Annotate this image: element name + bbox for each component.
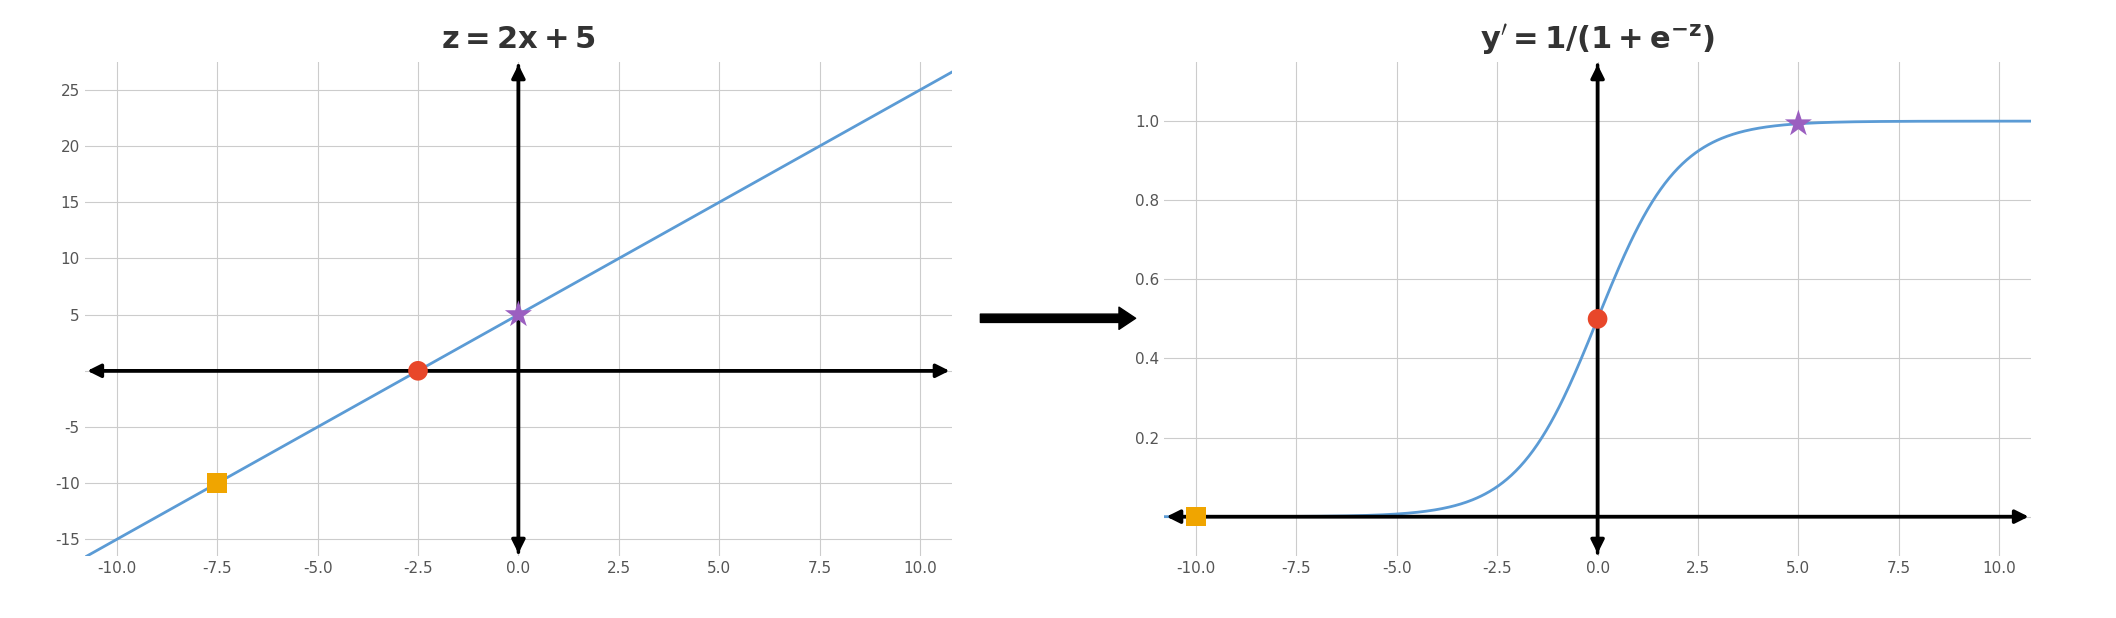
Point	[1581, 314, 1615, 324]
Point	[1782, 119, 1816, 129]
Title: $\mathbf{y' = 1 / (1 + e^{-z})}$: $\mathbf{y' = 1 / (1 + e^{-z})}$	[1481, 22, 1714, 56]
Point	[1179, 512, 1212, 522]
Point	[501, 310, 535, 320]
Point	[201, 478, 235, 488]
Point	[402, 366, 436, 376]
Title: $\mathbf{z = 2x + 5}$: $\mathbf{z = 2x + 5}$	[440, 25, 597, 54]
